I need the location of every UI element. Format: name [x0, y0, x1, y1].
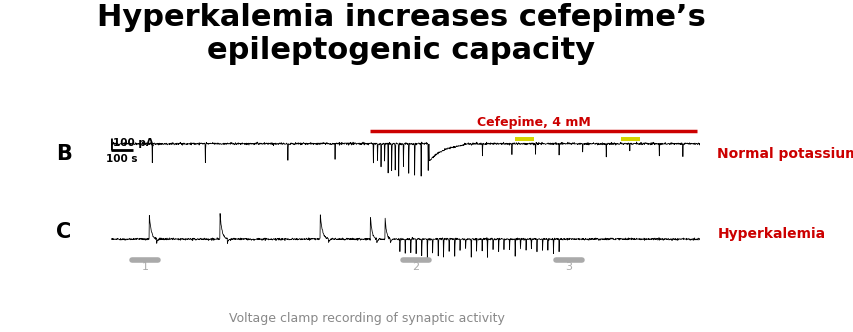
Text: B: B: [56, 144, 72, 164]
Text: Hyperkalemia increases cefepime’s
epileptogenic capacity: Hyperkalemia increases cefepime’s epilep…: [97, 3, 705, 65]
Text: C: C: [56, 222, 72, 242]
Text: Hyperkalemia: Hyperkalemia: [717, 227, 825, 241]
FancyBboxPatch shape: [514, 137, 533, 141]
Text: 3: 3: [565, 262, 572, 272]
Text: 100 pA: 100 pA: [113, 138, 154, 148]
Text: 1: 1: [142, 262, 148, 272]
Text: 2: 2: [412, 262, 419, 272]
Text: Normal potassium: Normal potassium: [717, 147, 853, 161]
FancyBboxPatch shape: [620, 137, 639, 141]
Text: 100 s: 100 s: [107, 154, 138, 164]
Text: Voltage clamp recording of synaptic activity: Voltage clamp recording of synaptic acti…: [229, 312, 505, 325]
Text: Cefepime, 4 mM: Cefepime, 4 mM: [476, 116, 590, 129]
